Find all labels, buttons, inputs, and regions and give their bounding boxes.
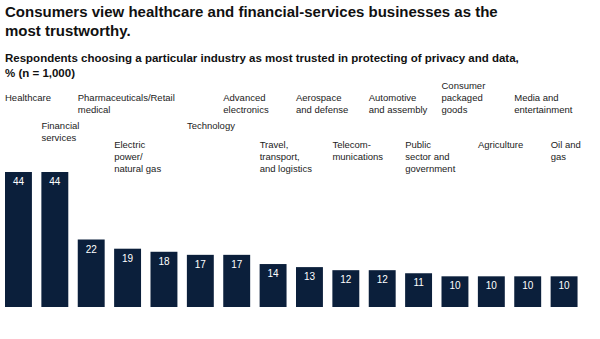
bar: [223, 255, 250, 307]
subtitle-line: Respondents choosing a particular indust…: [5, 52, 519, 64]
category-label: Travel,transport,and logistics: [260, 139, 313, 174]
subtitle: Respondents choosing a particular indust…: [5, 52, 519, 79]
bar: [405, 273, 432, 307]
category-label: Media andentertainment: [514, 92, 572, 115]
category-label: Technology: [187, 120, 235, 131]
bar: [296, 267, 323, 307]
category-label-line: and defense: [296, 104, 348, 115]
bar: [260, 264, 287, 307]
title-line: Consumers view healthcare and financial-…: [5, 3, 498, 20]
bar: [478, 276, 505, 307]
data-label: 10: [559, 280, 571, 291]
subtitle-line: % (n = 1,000): [5, 67, 75, 79]
data-label: 22: [86, 244, 98, 255]
data-label: 10: [486, 280, 498, 291]
bars: [5, 172, 578, 307]
category-label-line: Agriculture: [478, 139, 523, 150]
category-label-line: goods: [442, 104, 468, 115]
category-label-line: Aerospace: [296, 92, 341, 103]
category-label-line: Automotive: [369, 92, 417, 103]
bar: [114, 249, 141, 307]
category-label-line: transport,: [260, 151, 300, 162]
category-label-line: Oil and: [551, 139, 581, 150]
bar: [514, 276, 541, 307]
category-label-line: Media and: [514, 92, 558, 103]
category-label-line: Public: [405, 139, 431, 150]
category-label: Automotiveand assembly: [369, 92, 428, 115]
bar: [41, 172, 68, 307]
bar: [332, 270, 359, 307]
category-label-line: gas: [551, 151, 567, 162]
data-label: 44: [13, 176, 25, 187]
bar: [78, 240, 105, 308]
data-label: 44: [49, 176, 61, 187]
data-label: 10: [522, 280, 534, 291]
category-label-line: Pharmaceuticals/: [78, 92, 151, 103]
bar: [187, 255, 214, 307]
category-label-line: medical: [78, 104, 111, 115]
category-label-line: power/: [114, 151, 143, 162]
data-label: 19: [122, 253, 134, 264]
category-label: Telecom-munications: [332, 139, 383, 162]
chart: Consumers view healthcare and financial-…: [0, 0, 600, 339]
category-label: Advancedelectronics: [223, 92, 269, 115]
category-label-line: Technology: [187, 120, 235, 131]
category-label-line: entertainment: [514, 104, 572, 115]
category-label-line: Travel,: [260, 139, 289, 150]
category-label-line: Advanced: [223, 92, 265, 103]
category-label: Aerospaceand defense: [296, 92, 348, 115]
category-label-line: packaged: [442, 92, 483, 103]
category-label-line: sector and: [405, 151, 449, 162]
data-label: 17: [195, 259, 207, 270]
category-label-line: natural gas: [114, 163, 161, 174]
bar: [369, 270, 396, 307]
title: Consumers view healthcare and financial-…: [5, 3, 498, 39]
title-line: most trustworthy.: [5, 22, 131, 39]
category-label-line: Consumer: [442, 80, 486, 91]
category-label: Pharmaceuticals/medical: [78, 92, 151, 115]
category-label: Retail: [151, 92, 175, 103]
data-label: 17: [231, 259, 243, 270]
data-label: 18: [158, 256, 170, 267]
data-label: 11: [413, 277, 424, 288]
data-label: 13: [304, 271, 316, 282]
category-label-line: and assembly: [369, 104, 428, 115]
category-label-line: munications: [332, 151, 383, 162]
category-label: Electricpower/natural gas: [114, 139, 161, 174]
data-label: 14: [268, 268, 280, 279]
labels: 44 44 22 19 18 17 17 14 13 12 12 11 10 10 10 10: [13, 176, 570, 291]
bar: [5, 172, 32, 307]
category-label-line: Retail: [151, 92, 175, 103]
data-label: 10: [449, 280, 461, 291]
category-label: Oil andgas: [551, 139, 581, 162]
category-label-line: electronics: [223, 104, 269, 115]
category-label: Consumerpackagedgoods: [442, 80, 486, 115]
bar: [442, 276, 469, 307]
data-label: 12: [340, 274, 352, 285]
category-label-line: and logistics: [260, 163, 313, 174]
data-label: 12: [377, 274, 389, 285]
category-label-line: government: [405, 163, 456, 174]
bar: [551, 276, 578, 307]
category-label-line: Telecom-: [332, 139, 371, 150]
category-label: Financialservices: [41, 120, 79, 143]
category-label-line: services: [41, 132, 76, 143]
category-label-line: Financial: [41, 120, 79, 131]
bar: [151, 252, 178, 307]
category-label-line: Electric: [114, 139, 145, 150]
category-label-line: Healthcare: [5, 92, 51, 103]
category-label: Agriculture: [478, 139, 523, 150]
category-label: Healthcare: [5, 92, 51, 103]
category-label: Publicsector andgovernment: [405, 139, 456, 174]
